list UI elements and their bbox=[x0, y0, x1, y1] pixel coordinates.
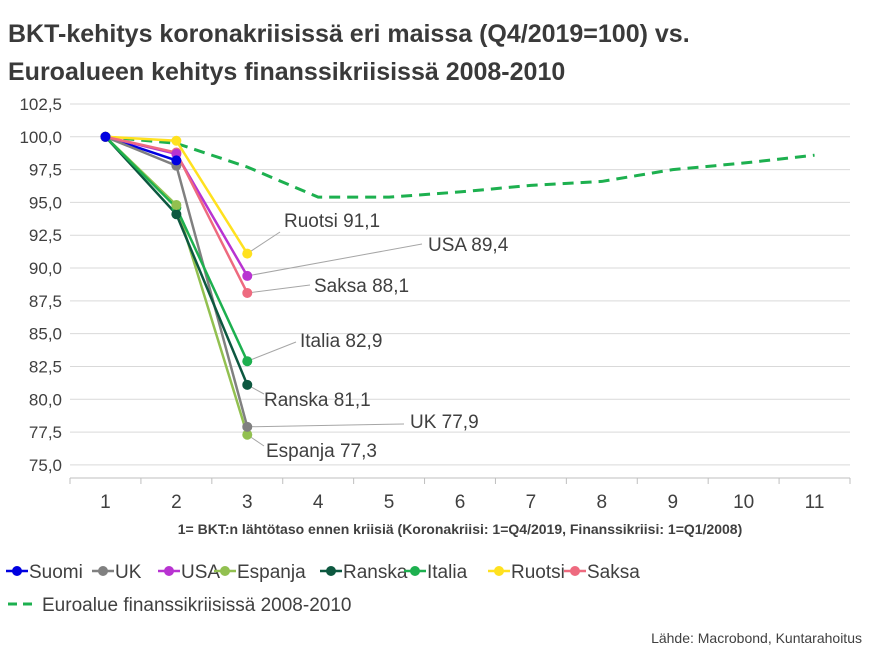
source-note: Lähde: Macrobond, Kuntarahoitus bbox=[651, 630, 862, 646]
legend-marker-ruotsi bbox=[494, 566, 504, 576]
legend-label-espanja: Espanja bbox=[237, 562, 306, 583]
y-axis-ticks: 75,0 77,5 80,0 82,5 85,0 87,5 90,0 92,5 95,0 97,5… bbox=[19, 95, 62, 475]
x-tick-label: 9 bbox=[667, 492, 678, 513]
legend-marker-ranska bbox=[326, 566, 336, 576]
legend-label-suomi: Suomi bbox=[29, 562, 83, 583]
x-tick-label: 7 bbox=[526, 492, 537, 513]
annotation-leaders bbox=[246, 231, 423, 447]
point-uk bbox=[242, 421, 253, 432]
annotation-leader bbox=[247, 284, 311, 294]
x-tick-label: 11 bbox=[805, 492, 825, 513]
annotation-uk: UK 77,9 bbox=[410, 412, 479, 433]
x-axis bbox=[69, 477, 851, 484]
x-axis-label: 1= BKT:n lähtötaso ennen kriisiä (Korona… bbox=[178, 521, 743, 537]
x-tick-label: 8 bbox=[597, 492, 608, 513]
series-line-euroalue bbox=[105, 135, 815, 199]
legend-label-italia: Italia bbox=[427, 562, 468, 583]
annotation-espanja: Espanja 77,3 bbox=[266, 441, 377, 462]
legend-label-uk: UK bbox=[115, 562, 142, 583]
y-tick-label: 95,0 bbox=[29, 193, 62, 212]
x-tick-label: 4 bbox=[313, 492, 324, 513]
point-suomi bbox=[171, 155, 182, 166]
point-espanja bbox=[242, 429, 253, 440]
legend-label-euroalue: Euroalue finanssikriisissä 2008-2010 bbox=[42, 595, 351, 616]
y-tick-label: 90,0 bbox=[29, 259, 62, 278]
annotation-saksa: Saksa 88,1 bbox=[314, 276, 409, 297]
annotation-italia: Italia 82,9 bbox=[300, 331, 382, 352]
x-tick-label: 2 bbox=[171, 492, 182, 513]
y-tick-label: 82,5 bbox=[29, 357, 62, 376]
gridlines bbox=[70, 103, 850, 466]
chart-title-line-1: BKT-kehitys koronakriisissä eri maissa (… bbox=[8, 20, 690, 48]
legend-label-usa: USA bbox=[181, 562, 220, 583]
annotation-ranska: Ranska 81,1 bbox=[264, 390, 371, 411]
point-ruotsi bbox=[171, 135, 182, 146]
y-tick-label: 92,5 bbox=[29, 226, 62, 245]
x-tick-label: 1 bbox=[100, 492, 111, 513]
point-suomi bbox=[100, 131, 111, 142]
y-tick-label: 100,0 bbox=[19, 128, 62, 147]
y-tick-label: 77,5 bbox=[29, 423, 62, 442]
y-tick-label: 102,5 bbox=[19, 95, 62, 114]
x-tick-label: 6 bbox=[455, 492, 466, 513]
annotation-usa: USA 89,4 bbox=[428, 235, 509, 256]
point-italia bbox=[242, 356, 253, 367]
annotation-leader bbox=[247, 423, 405, 428]
annotations: Ruotsi 91,1 USA 89,4 Saksa 88,1 Italia 82,9… bbox=[264, 211, 509, 462]
chart-title-line-2: Euroalueen kehitys finanssikriisissä 200… bbox=[8, 58, 565, 86]
annotation-leader bbox=[247, 341, 297, 362]
annotation-ruotsi: Ruotsi 91,1 bbox=[284, 211, 380, 232]
legend-label-ruotsi: Ruotsi bbox=[511, 562, 565, 583]
legend-marker-usa bbox=[164, 566, 174, 576]
point-espanja bbox=[171, 200, 182, 211]
x-tick-label: 10 bbox=[733, 492, 754, 513]
legend: Suomi UK USA Espanja Ranska Italia Ruotsi Saksa… bbox=[6, 562, 640, 616]
point-saksa bbox=[242, 287, 253, 298]
legend-marker-suomi bbox=[12, 566, 22, 576]
legend-marker-italia bbox=[410, 566, 420, 576]
point-ruotsi bbox=[242, 248, 253, 259]
x-tick-label: 5 bbox=[384, 492, 395, 513]
annotation-leader bbox=[247, 243, 423, 277]
series-lines bbox=[104, 135, 815, 436]
y-tick-label: 80,0 bbox=[29, 390, 62, 409]
legend-marker-uk bbox=[98, 566, 108, 576]
y-tick-label: 85,0 bbox=[29, 325, 62, 344]
point-ranska bbox=[242, 379, 253, 390]
x-tick-label: 3 bbox=[242, 492, 253, 513]
point-usa bbox=[242, 270, 253, 281]
y-tick-label: 87,5 bbox=[29, 292, 62, 311]
series-line-espanja bbox=[104, 135, 249, 436]
point-ranska bbox=[171, 209, 182, 220]
series-markers bbox=[100, 131, 253, 440]
series-line-uk bbox=[104, 135, 249, 428]
legend-marker-saksa bbox=[570, 566, 580, 576]
legend-label-ranska: Ranska bbox=[343, 562, 408, 583]
legend-label-saksa: Saksa bbox=[587, 562, 640, 583]
legend-marker-espanja bbox=[220, 566, 230, 576]
y-tick-label: 97,5 bbox=[29, 161, 62, 180]
x-axis-ticks: 1 2 3 4 5 6 7 8 9 10 11 bbox=[100, 492, 824, 513]
annotation-leader bbox=[246, 231, 281, 255]
y-tick-label: 75,0 bbox=[29, 456, 62, 475]
